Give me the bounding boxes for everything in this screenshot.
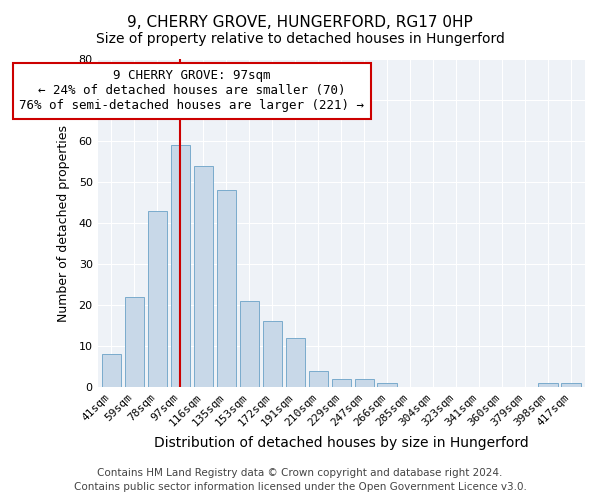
Text: Contains HM Land Registry data © Crown copyright and database right 2024.
Contai: Contains HM Land Registry data © Crown c… xyxy=(74,468,526,492)
Bar xyxy=(263,322,282,387)
Bar xyxy=(332,379,351,387)
Bar xyxy=(377,383,397,387)
Bar xyxy=(125,297,144,387)
Bar xyxy=(239,301,259,387)
Bar xyxy=(286,338,305,387)
Y-axis label: Number of detached properties: Number of detached properties xyxy=(57,124,70,322)
Text: 9, CHERRY GROVE, HUNGERFORD, RG17 0HP: 9, CHERRY GROVE, HUNGERFORD, RG17 0HP xyxy=(127,15,473,30)
Bar xyxy=(194,166,213,387)
Bar xyxy=(148,210,167,387)
X-axis label: Distribution of detached houses by size in Hungerford: Distribution of detached houses by size … xyxy=(154,436,529,450)
Bar xyxy=(308,370,328,387)
Bar xyxy=(538,383,558,387)
Text: 9 CHERRY GROVE: 97sqm
← 24% of detached houses are smaller (70)
76% of semi-deta: 9 CHERRY GROVE: 97sqm ← 24% of detached … xyxy=(19,70,364,112)
Bar xyxy=(355,379,374,387)
Bar xyxy=(170,145,190,387)
Bar xyxy=(101,354,121,387)
Bar xyxy=(562,383,581,387)
Bar xyxy=(217,190,236,387)
Text: Size of property relative to detached houses in Hungerford: Size of property relative to detached ho… xyxy=(95,32,505,46)
